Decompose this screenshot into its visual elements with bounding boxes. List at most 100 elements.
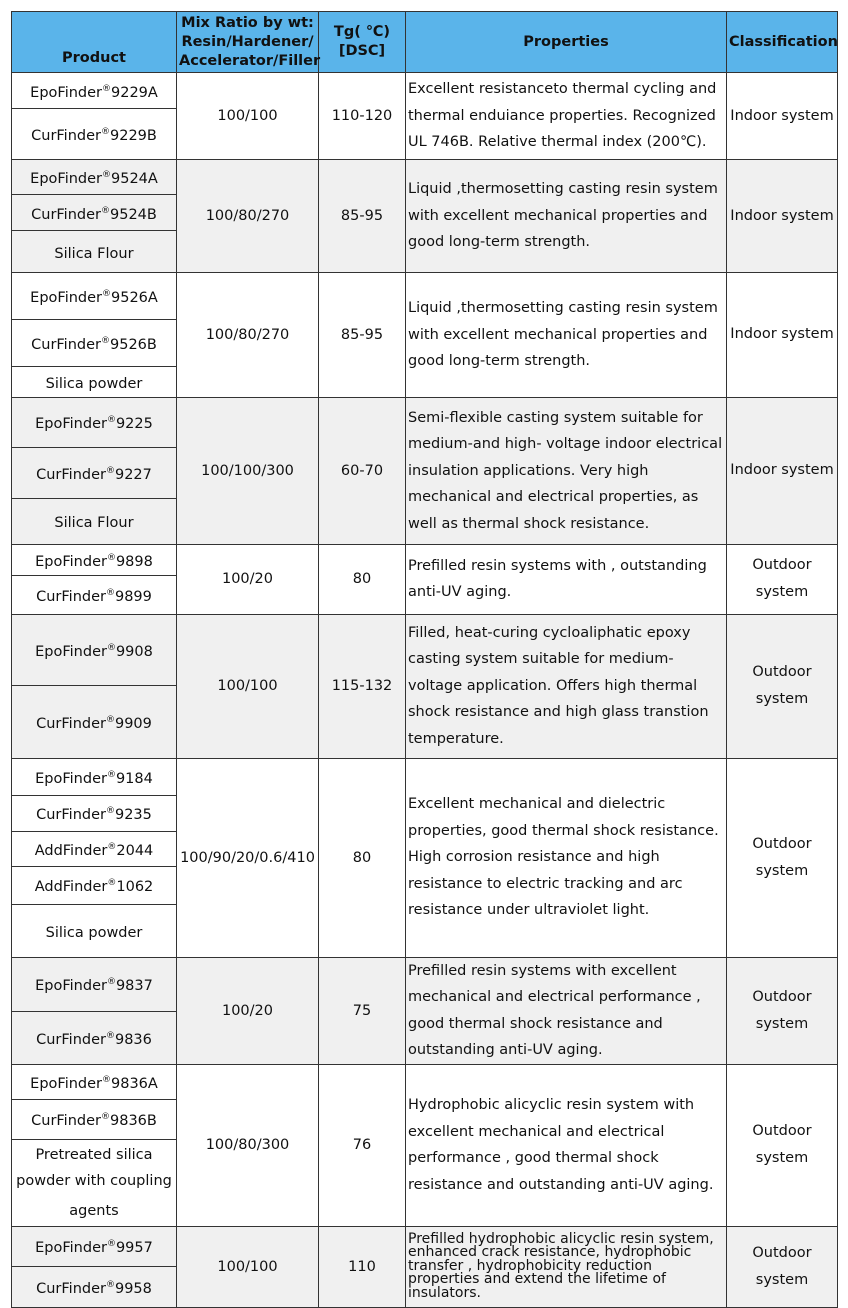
- product-name: Silica Flour: [54, 245, 134, 262]
- registered-mark: ®: [106, 1239, 116, 1250]
- header-classification: Classification: [726, 11, 838, 73]
- registered-mark: ®: [106, 977, 116, 988]
- mix-ratio-cell: 100/100/300: [176, 396, 319, 545]
- product-cell: Silica Flour: [11, 230, 177, 273]
- registered-mark: ®: [101, 205, 110, 216]
- properties-cell: Liquid ,thermosetting casting resin syst…: [405, 272, 727, 398]
- product-name: AddFinder: [34, 879, 108, 896]
- product-name: EpoFinder: [35, 770, 107, 787]
- table-row: CurFinder®9836B: [11, 1098, 838, 1140]
- table-row: EpoFinder®9836A 100/80/300 76 Hydrophobic a…: [11, 1063, 838, 1227]
- product-name: EpoFinder: [30, 84, 102, 101]
- properties-cell: Semi-flexible casting system suitable fo…: [405, 396, 727, 545]
- product-cell: CurFinder®9235: [11, 794, 177, 832]
- registered-mark: ®: [105, 1030, 115, 1041]
- table-row: EpoFinder®9908 100/100 115-132 Filled, heat…: [11, 613, 838, 759]
- product-name: EpoFinder: [35, 978, 107, 995]
- mix-ratio-cell: 100/20: [176, 543, 319, 615]
- product-code: 9227: [114, 466, 152, 483]
- table-row: EpoFinder®9524A 100/80/270 85-95 Liquid ,th…: [11, 159, 838, 273]
- classification-cell: Indoor system: [726, 272, 838, 398]
- classification-cell: Outdoor system: [726, 956, 838, 1065]
- header-mix-ratio: Mix Ratio by wt: Resin/Hardener/ Acceler…: [176, 11, 320, 73]
- product-code: 9908: [115, 643, 153, 660]
- product-code: 9957: [115, 1240, 153, 1257]
- product-cell: CurFinder®9229B: [11, 108, 177, 160]
- product-name: CurFinder: [36, 466, 106, 483]
- product-code: 9225: [115, 416, 153, 433]
- product-name: CurFinder: [36, 1031, 106, 1048]
- classification-cell: Outdoor system: [726, 543, 838, 615]
- product-cell: EpoFinder®9908: [11, 613, 177, 686]
- product-name: EpoFinder: [30, 1075, 102, 1092]
- product-cell: EpoFinder®9225: [11, 396, 177, 448]
- mix-ratio-cell: 100/100: [176, 1225, 319, 1308]
- classification-cell: Outdoor system: [726, 757, 838, 958]
- product-name: CurFinder: [36, 588, 106, 605]
- mix-ratio-cell: 100/100: [176, 613, 319, 759]
- product-name: CurFinder: [36, 807, 106, 824]
- table-row: EpoFinder®9526A 100/80/270 85-95 Liquid ,th…: [11, 272, 838, 398]
- table-row: CurFinder®9899: [11, 574, 838, 615]
- product-code: 9524B: [110, 206, 157, 223]
- classification-cell: Indoor system: [726, 396, 838, 545]
- product-code: 9229B: [110, 127, 157, 144]
- product-name: EpoFinder: [35, 416, 107, 433]
- tg-cell: 85-95: [318, 159, 406, 273]
- product-code: 9526A: [111, 289, 158, 306]
- product-cell: CurFinder®9836B: [11, 1098, 177, 1140]
- properties-cell: Liquid ,thermosetting casting resin syst…: [405, 159, 727, 273]
- properties-cell: Prefilled resin systems with , outstandi…: [405, 543, 727, 615]
- product-cell: EpoFinder®9837: [11, 956, 177, 1012]
- registered-mark: ®: [105, 714, 115, 725]
- classification-cell: Outdoor system: [726, 1063, 838, 1227]
- product-code: 9526B: [110, 336, 157, 353]
- tg-cell: 80: [318, 543, 406, 615]
- product-cell: Silica Flour: [11, 497, 177, 545]
- table-row: EpoFinder®9184 100/90/20/0.6/410 80 Excelle…: [11, 757, 838, 958]
- tg-cell: 110-120: [318, 72, 406, 160]
- product-code: 9229A: [111, 84, 158, 101]
- table-row: CurFinder®9235: [11, 794, 838, 832]
- product-cell: EpoFinder®9229A: [11, 72, 177, 109]
- product-code: 9909: [114, 715, 152, 732]
- classification-cell: Indoor system: [726, 72, 838, 160]
- product-code: 9235: [114, 807, 152, 824]
- registered-mark: ®: [105, 465, 115, 476]
- registered-mark: ®: [101, 336, 110, 347]
- registered-mark: ®: [107, 841, 117, 852]
- properties-cell: Hydrophobic alicyclic resin system with …: [405, 1063, 727, 1227]
- product-name: AddFinder: [34, 842, 108, 859]
- table-row: EpoFinder®9837 100/20 75 Prefilled resin sy…: [11, 956, 838, 1065]
- properties-cell: Filled, heat-curing cycloaliphatic epoxy…: [405, 613, 727, 759]
- table-row: Silica Flour: [11, 497, 838, 545]
- product-name: CurFinder: [36, 1280, 106, 1297]
- tg-cell: 60-70: [318, 396, 406, 545]
- registered-mark: ®: [105, 806, 115, 817]
- table-row: CurFinder®9958: [11, 1265, 838, 1308]
- product-name: CurFinder: [31, 336, 101, 353]
- product-name: CurFinder: [31, 1113, 101, 1130]
- classification-cell: Indoor system: [726, 159, 838, 273]
- product-cell: CurFinder®9909: [11, 684, 177, 759]
- registered-mark: ®: [101, 1112, 110, 1123]
- table-row: AddFinder®2044: [11, 830, 838, 867]
- registered-mark: ®: [102, 289, 111, 300]
- product-code: 9836B: [110, 1113, 157, 1130]
- header-tg: Tg( ℃) [DSC]: [318, 11, 406, 73]
- product-name: EpoFinder: [35, 553, 107, 570]
- product-cell: Silica powder: [11, 366, 177, 398]
- tg-cell: 115-132: [318, 613, 406, 759]
- product-code: 9836A: [111, 1075, 158, 1092]
- mix-ratio-cell: 100/80/300: [176, 1063, 319, 1227]
- product-cell: CurFinder®9524B: [11, 194, 177, 231]
- product-name: Silica powder: [45, 924, 143, 941]
- mix-ratio-cell: 100/80/270: [176, 272, 319, 398]
- mix-ratio-cell: 100/80/270: [176, 159, 319, 273]
- table-row: EpoFinder®9957 100/100 110 Prefilled hydrop…: [11, 1225, 838, 1308]
- product-code: 9958: [114, 1280, 152, 1297]
- product-code: 9836: [114, 1031, 152, 1048]
- table-row: CurFinder®9526B: [11, 319, 838, 367]
- product-name: EpoFinder: [35, 643, 107, 660]
- properties-cell: Excellent mechanical and dielectric prop…: [405, 757, 727, 958]
